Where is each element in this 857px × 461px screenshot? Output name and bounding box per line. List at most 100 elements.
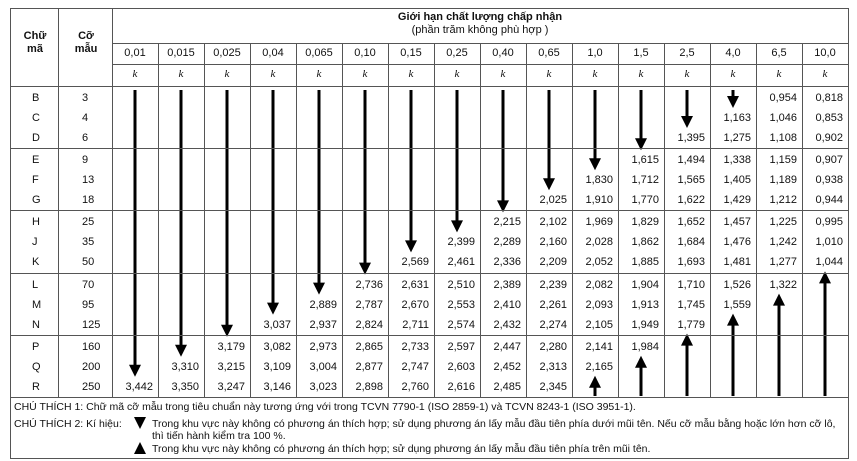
rule	[10, 273, 848, 274]
note-1: CHÚ THÍCH 1: Chữ mã cỡ mẫu trong tiêu ch…	[14, 401, 636, 413]
k-value: 1,189	[769, 174, 797, 187]
k-value: 2,569	[401, 256, 429, 269]
arrow-down	[134, 417, 146, 429]
k-label: k	[362, 68, 368, 80]
k-value: 2,711	[402, 318, 429, 331]
k-label: k	[638, 68, 644, 80]
k-value: 2,973	[309, 340, 337, 353]
k-value: 1,044	[815, 256, 843, 269]
k-value: 0,944	[815, 194, 843, 207]
k-value: 1,405	[723, 174, 751, 187]
k-label: k	[546, 68, 552, 80]
aql-label: 0,10	[354, 47, 376, 59]
k-value: 2,877	[355, 360, 383, 373]
k-label: k	[270, 68, 276, 80]
k-value: 2,760	[401, 380, 429, 393]
aql-label: 0,015	[167, 47, 195, 59]
k-value: 2,105	[585, 318, 613, 331]
k-value: 2,485	[493, 380, 521, 393]
k-value: 3,310	[171, 360, 199, 373]
rule	[10, 335, 848, 336]
rule	[112, 8, 113, 397]
k-value: 1,429	[723, 194, 751, 207]
k-value: 2,399	[447, 236, 475, 249]
k-value: 2,447	[493, 340, 521, 353]
k-label: k	[500, 68, 506, 80]
k-value: 1,779	[677, 318, 705, 331]
k-value: 1,693	[677, 256, 705, 269]
rule	[342, 43, 343, 397]
k-value: 2,261	[539, 298, 567, 311]
k-value: 2,889	[309, 298, 337, 311]
header-code-label: Chữ mã	[23, 30, 47, 55]
arrow-up	[727, 313, 739, 396]
k-value: 1,010	[815, 236, 843, 249]
rule	[204, 43, 205, 397]
k-value: 2,597	[447, 340, 475, 353]
k-value: 3,109	[263, 360, 291, 373]
k-value: 0,938	[815, 174, 843, 187]
k-value: 2,574	[447, 318, 475, 331]
k-value: 1,559	[723, 298, 751, 311]
rule	[10, 458, 849, 459]
k-value: 1,212	[769, 194, 797, 207]
aql-label: 1,0	[587, 47, 603, 59]
k-value: 2,553	[447, 298, 475, 311]
k-value: 2,787	[355, 298, 383, 311]
k-value: 2,160	[539, 236, 567, 249]
k-value: 1,829	[631, 216, 659, 229]
k-value: 1,225	[769, 216, 797, 229]
k-value: 2,215	[493, 216, 521, 229]
sample-size: 13	[82, 174, 95, 187]
arrow-down	[359, 90, 371, 275]
k-value: 1,910	[585, 194, 613, 207]
arrow-down	[267, 90, 279, 315]
k-value: 1,275	[723, 132, 751, 144]
k-value: 2,274	[539, 318, 567, 331]
k-label: k	[224, 68, 230, 80]
k-value: 2,824	[355, 318, 383, 331]
k-value: 1,565	[677, 174, 705, 187]
code-letter: M	[32, 298, 42, 311]
header-size-label: Cỡ mẫu	[74, 30, 98, 55]
rule	[618, 43, 619, 397]
k-value: 2,452	[493, 360, 521, 373]
k-value: 1,277	[769, 256, 797, 269]
aql-label: 1,5	[633, 47, 649, 59]
k-value: 2,865	[355, 340, 383, 353]
rule	[10, 8, 848, 9]
sample-size: 18	[82, 194, 95, 207]
rule	[756, 43, 757, 397]
sample-size: 125	[82, 318, 101, 331]
rule	[10, 210, 848, 211]
aql-label: 0,025	[213, 47, 241, 59]
arrow-down	[129, 90, 141, 377]
k-value: 3,082	[263, 340, 291, 353]
k-value: 1,395	[677, 132, 705, 144]
aql-label: 6,5	[771, 47, 787, 59]
k-value: 2,336	[493, 256, 521, 269]
sample-size: 160	[82, 340, 101, 353]
k-value: 3,247	[217, 380, 245, 393]
k-value: 2,313	[539, 360, 567, 373]
k-value: 1,494	[677, 154, 705, 167]
rule	[480, 43, 481, 397]
code-letter: K	[32, 256, 40, 269]
k-value: 2,631	[401, 278, 429, 291]
code-letter: E	[32, 154, 40, 167]
rule	[10, 397, 848, 398]
k-value: 1,652	[677, 216, 705, 229]
code-letter: L	[32, 278, 39, 291]
arrow-down	[543, 90, 555, 191]
k-value: 1,862	[631, 236, 659, 249]
k-value: 0,853	[815, 112, 843, 124]
sample-size: 6	[82, 132, 89, 144]
k-label: k	[592, 68, 598, 80]
k-value: 1,163	[723, 112, 751, 124]
rule	[710, 43, 711, 397]
aql-label: 0,15	[400, 47, 422, 59]
arrow-down	[451, 90, 463, 233]
k-value: 1,476	[723, 236, 751, 249]
arrow-down	[405, 90, 417, 253]
k-value: 3,146	[263, 380, 291, 393]
